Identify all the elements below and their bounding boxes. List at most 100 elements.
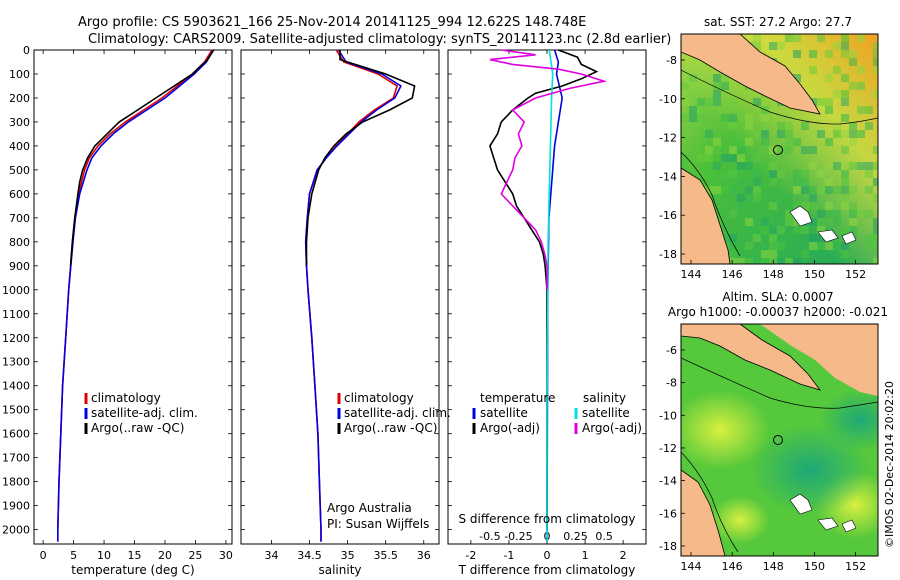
sst-pixel: [769, 106, 777, 114]
x2-tick-label: 0.25: [563, 530, 588, 543]
sst-pixel: [817, 98, 825, 106]
sst-pixel: [793, 202, 801, 210]
sst-pixel: [841, 90, 849, 98]
islands-top: [789, 205, 857, 245]
sst-pixel: [737, 202, 745, 210]
legend-title-temperature: temperature: [480, 391, 555, 405]
annotation-pi: PI: Susan Wijffels: [327, 517, 429, 531]
sst-pixel: [785, 34, 793, 42]
copyright-timestamp: ©IMOS 02-Dec-2014 20:02:20: [883, 381, 896, 548]
sst-pixel: [729, 250, 737, 258]
sst-pixel: [809, 234, 817, 242]
x-tick-label: 35: [341, 549, 355, 562]
legend-label-t-satellite: satellite: [480, 406, 528, 420]
sst-pixel: [793, 258, 801, 264]
australia-land-bottom: [681, 469, 726, 556]
depth-tick-label: 1600: [2, 428, 30, 441]
sst-pixel: [825, 106, 833, 114]
sst-pixel: [873, 42, 878, 50]
temperature-legend: climatology satellite-adj. clim. Argo(..…: [84, 391, 198, 435]
sst-pixel: [785, 146, 793, 154]
sst-pixel: [753, 186, 761, 194]
sst-pixel: [817, 170, 825, 178]
sla-map-title: Altim. SLA: 0.0007: [722, 290, 833, 304]
sst-pixel: [729, 146, 737, 154]
sst-pixel: [801, 178, 809, 186]
sst-pixel: [817, 210, 825, 218]
sst-pixel: [761, 218, 769, 226]
shelf-contour-top: [681, 69, 878, 125]
shelf-contour-top-2: [681, 151, 741, 257]
map-y-tick-label: -8: [666, 54, 677, 67]
sst-pixel: [721, 170, 729, 178]
sst-pixel: [769, 234, 777, 242]
shelf-contour-bottom: [681, 357, 878, 409]
sst-pixel: [841, 162, 849, 170]
sst-pixel: [873, 58, 878, 66]
x-tick-label: 0: [40, 549, 47, 562]
sst-pixel: [793, 74, 801, 82]
sst-pixel: [713, 138, 721, 146]
sst-pixel: [697, 170, 705, 178]
map-x-tick-label: 150: [804, 268, 825, 281]
sst-pixel: [793, 170, 801, 178]
sst-pixel: [745, 162, 753, 170]
sst-pixel: [801, 146, 809, 154]
map-y-tick-label: -18: [659, 540, 677, 553]
sst-pixel: [753, 34, 761, 42]
sst-pixel: [769, 250, 777, 258]
sst-pixel: [793, 34, 801, 42]
sst-pixel: [745, 186, 753, 194]
x-tick-label: 2: [620, 549, 627, 562]
depth-tick-label: 1900: [2, 500, 30, 513]
map-y-tick-label: -10: [659, 409, 677, 422]
sst-pixel: [809, 186, 817, 194]
sst-pixel: [873, 194, 878, 202]
legend-label-s-satellite: satellite: [582, 406, 630, 420]
header-title: Argo profile: CS 5903621_166 25-Nov-2014…: [78, 15, 586, 30]
map-y-tick-label: -8: [666, 377, 677, 390]
map-x-tick-label: 144: [681, 268, 702, 281]
sst-pixel: [737, 154, 745, 162]
new-guinea-land-bottom-fill: [681, 324, 878, 396]
sst-pixel: [873, 146, 878, 154]
map-y-tick-label: -16: [659, 507, 677, 520]
sst-pixel: [865, 210, 873, 218]
depth-tick-label: 100: [9, 68, 30, 81]
x2-tick-label: 0.5: [595, 530, 613, 543]
depth-tick-label: 600: [9, 188, 30, 201]
sst-pixel: [729, 258, 737, 264]
sst-pixel: [737, 258, 745, 264]
sst-pixel: [785, 130, 793, 138]
series-line-satellite-adj-clim: [304, 49, 402, 542]
sla-high-anomaly: [710, 496, 770, 544]
sst-pixel: [785, 122, 793, 130]
sst-pixel: [801, 226, 809, 234]
map-y-tick-label: -18: [659, 248, 677, 261]
depth-axis: 0 100 200 300 400 500 600 700 800 900 1000 1100 1200…: [2, 44, 646, 537]
depth-tick-label: 900: [9, 260, 30, 273]
sst-pixel: [745, 226, 753, 234]
argo-location-marker-top: [773, 145, 783, 155]
sst-pixel: [849, 58, 857, 66]
sst-map-title: sat. SST: 27.2 Argo: 27.7: [704, 15, 852, 29]
sst-pixel: [849, 218, 857, 226]
sst-pixel: [761, 114, 769, 122]
sst-pixel: [841, 146, 849, 154]
map-y-tick-label: -14: [659, 170, 677, 183]
new-guinea-land-bottom: [681, 324, 822, 391]
map-x-tick-label: 146: [722, 560, 743, 573]
shelf-contour-bottom-2: [681, 451, 739, 553]
sst-pixel: [841, 242, 849, 250]
sst-pixel: [729, 82, 737, 90]
sst-pixel: [849, 210, 857, 218]
sst-pixel: [825, 138, 833, 146]
sst-pixel: [753, 170, 761, 178]
sst-pixel: [873, 242, 878, 250]
annotation-program: Argo Australia: [327, 501, 412, 515]
sst-pixel: [849, 162, 857, 170]
sst-pixel: [793, 138, 801, 146]
sst-pixel: [753, 130, 761, 138]
sst-pixel: [721, 186, 729, 194]
sst-pixel: [769, 170, 777, 178]
